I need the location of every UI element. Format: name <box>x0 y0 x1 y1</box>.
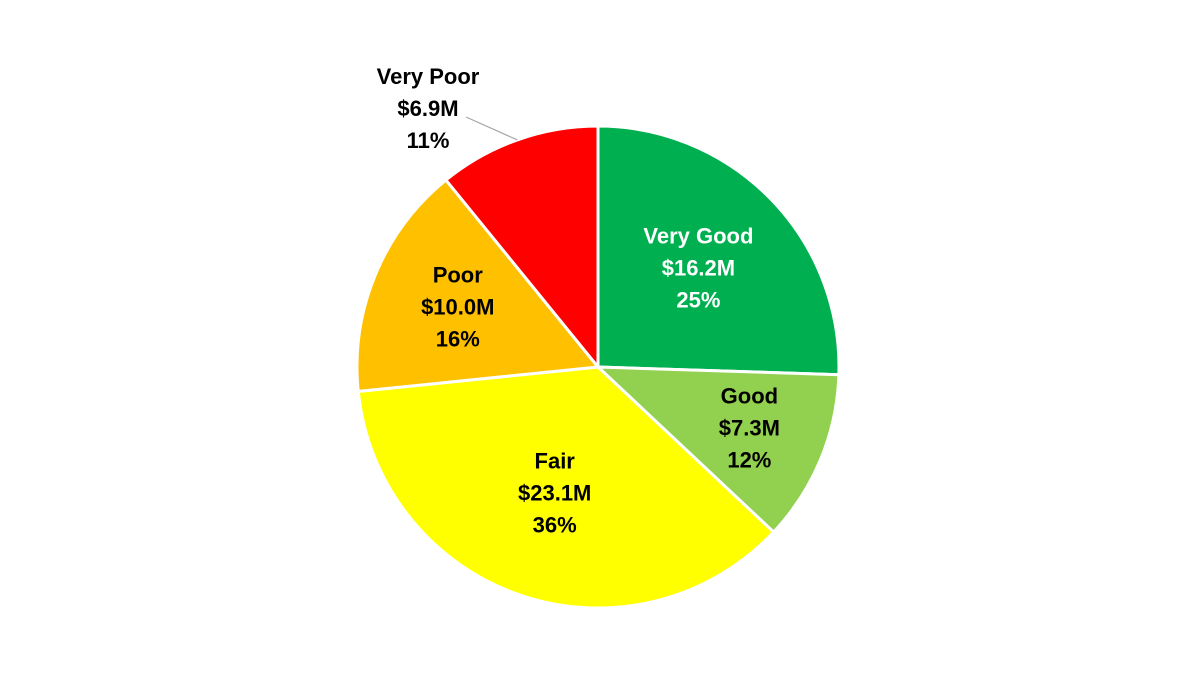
slice-poor <box>355 178 600 393</box>
slices-layer <box>355 124 841 610</box>
label-name-very-poor: Very Poor <box>377 64 480 89</box>
label-value-very-poor: $6.9M <box>397 96 458 121</box>
label-percent-very-poor: 11% <box>407 128 450 153</box>
data-label-poor: Poor $10.0M 16% <box>421 263 494 352</box>
label-value-very-good: $16.2M <box>662 256 735 281</box>
label-value-fair: $23.1M <box>518 481 591 506</box>
labels-layer: Very Good $16.2M 25% Good $7.3M 12% Fair $23.1M… <box>377 64 780 538</box>
slice-fair <box>356 365 776 610</box>
label-percent-fair: 36% <box>533 513 577 538</box>
data-label-good: Good $7.3M 12% <box>719 384 780 473</box>
slice-good <box>596 365 841 534</box>
label-value-good: $7.3M <box>719 416 780 441</box>
label-name-very-good: Very Good <box>643 224 753 249</box>
leader-line-very-poor <box>465 116 518 141</box>
label-name-good: Good <box>721 384 778 409</box>
label-percent-very-good: 25% <box>676 288 720 313</box>
label-name-poor: Poor <box>433 263 484 288</box>
label-value-poor: $10.0M <box>421 295 494 320</box>
label-percent-good: 12% <box>727 448 771 473</box>
data-label-fair: Fair $23.1M 36% <box>518 449 591 538</box>
slice-very-poor <box>444 124 600 369</box>
data-label-very-good: Very Good $16.2M 25% <box>643 224 753 313</box>
leaders-layer <box>465 116 518 141</box>
slice-very-good <box>596 124 841 377</box>
label-name-fair: Fair <box>535 449 576 474</box>
label-percent-poor: 16% <box>436 327 480 352</box>
data-label-very-poor: Very Poor $6.9M 11% <box>377 64 480 153</box>
